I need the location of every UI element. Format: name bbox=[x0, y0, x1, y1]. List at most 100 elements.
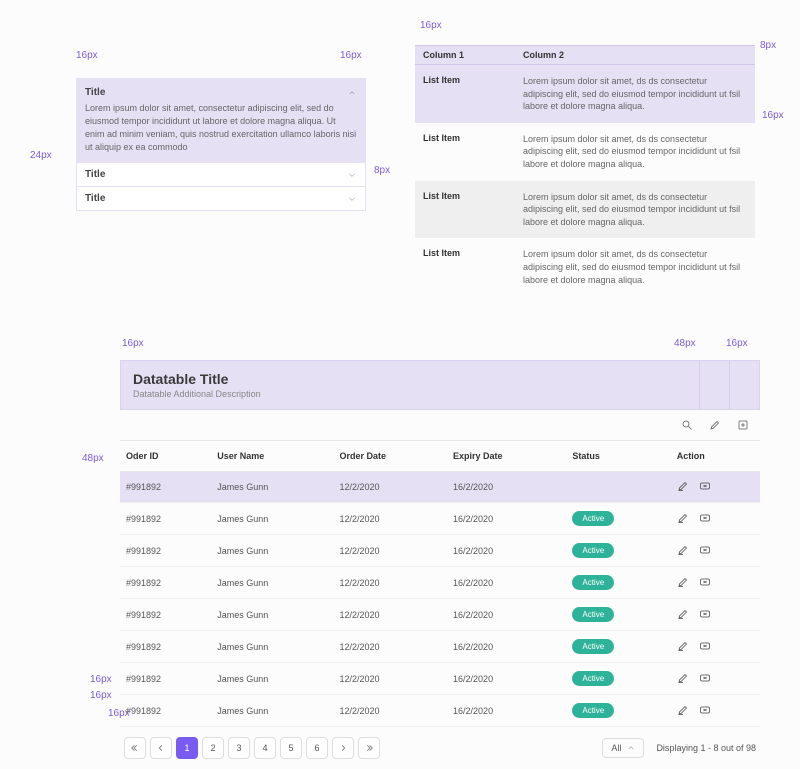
data-table: Oder IDUser NameOrder DateExpiry DateSta… bbox=[120, 441, 760, 727]
cell-col2: Lorem ipsum dolor sit amet, ds ds consec… bbox=[515, 133, 755, 171]
cell-user: James Gunn bbox=[211, 663, 333, 695]
delete-row-icon[interactable] bbox=[699, 544, 711, 558]
chevron-up-icon bbox=[347, 88, 357, 98]
table-row[interactable]: #991892James Gunn12/2/202016/2/2020Activ… bbox=[120, 535, 760, 567]
cell-status: Active bbox=[566, 503, 670, 535]
table-row: List ItemLorem ipsum dolor sit amet, ds … bbox=[415, 123, 755, 181]
cell-expiry-date: 16/2/2020 bbox=[447, 631, 566, 663]
cell-order-date: 12/2/2020 bbox=[334, 567, 448, 599]
page-size-select[interactable]: All bbox=[602, 738, 644, 758]
page-number-button[interactable]: 2 bbox=[202, 737, 224, 759]
accordion-item[interactable]: TitleLorem ipsum dolor sit amet, consect… bbox=[76, 78, 366, 163]
delete-row-icon[interactable] bbox=[699, 672, 711, 686]
table-row[interactable]: #991892James Gunn12/2/202016/2/2020Activ… bbox=[120, 663, 760, 695]
spacing-annot: 8px bbox=[760, 40, 776, 51]
edit-row-icon[interactable] bbox=[677, 640, 689, 654]
simple-table: Column 1 Column 2 List ItemLorem ipsum d… bbox=[415, 45, 755, 296]
datatable: Datatable Title Datatable Additional Des… bbox=[120, 360, 760, 769]
delete-row-icon[interactable] bbox=[699, 608, 711, 622]
first-page-button[interactable] bbox=[124, 737, 146, 759]
column-header: Status bbox=[566, 441, 670, 472]
cell-col2: Lorem ipsum dolor sit amet, ds ds consec… bbox=[515, 75, 755, 113]
table-row[interactable]: #991892James Gunn12/2/202016/2/2020Activ… bbox=[120, 567, 760, 599]
edit-row-icon[interactable] bbox=[677, 704, 689, 718]
cell-col1: List Item bbox=[415, 248, 515, 286]
edit-row-icon[interactable] bbox=[677, 672, 689, 686]
page-number-button[interactable]: 4 bbox=[254, 737, 276, 759]
cell-status: Active bbox=[566, 631, 670, 663]
table-row: List ItemLorem ipsum dolor sit amet, ds … bbox=[415, 65, 755, 123]
spacing-annot: 16px bbox=[726, 338, 748, 349]
column-header: Expiry Date bbox=[447, 441, 566, 472]
delete-row-icon[interactable] bbox=[699, 704, 711, 718]
spacing-annot: 48px bbox=[82, 453, 104, 464]
delete-row-icon[interactable] bbox=[699, 512, 711, 526]
edit-row-icon[interactable] bbox=[677, 512, 689, 526]
datatable-footer: 123456 All Displaying 1 - 8 out of 98 bbox=[120, 727, 760, 769]
column-header: Order Date bbox=[334, 441, 448, 472]
edit-row-icon[interactable] bbox=[677, 608, 689, 622]
table-row[interactable]: #991892James Gunn12/2/202016/2/2020Activ… bbox=[120, 631, 760, 663]
cell-col1: List Item bbox=[415, 191, 515, 229]
column-header: User Name bbox=[211, 441, 333, 472]
search-icon[interactable] bbox=[680, 418, 694, 432]
cell-expiry-date: 16/2/2020 bbox=[447, 695, 566, 727]
add-icon[interactable] bbox=[736, 418, 750, 432]
column-header: Oder ID bbox=[120, 441, 211, 472]
spacing-annot: 16px bbox=[420, 20, 442, 31]
datatable-description: Datatable Additional Description bbox=[133, 389, 747, 399]
page-number-button[interactable]: 6 bbox=[306, 737, 328, 759]
table-row: List ItemLorem ipsum dolor sit amet, ds … bbox=[415, 181, 755, 239]
last-page-button[interactable] bbox=[358, 737, 380, 759]
cell-user: James Gunn bbox=[211, 631, 333, 663]
edit-row-icon[interactable] bbox=[677, 480, 689, 494]
edit-row-icon[interactable] bbox=[677, 576, 689, 590]
display-count-text: Displaying 1 - 8 out of 98 bbox=[656, 743, 756, 753]
spacing-annot: 16px bbox=[762, 110, 784, 121]
cell-status: Active bbox=[566, 535, 670, 567]
delete-row-icon[interactable] bbox=[699, 576, 711, 590]
table-row[interactable]: #991892James Gunn12/2/202016/2/2020 bbox=[120, 472, 760, 503]
cell-status bbox=[566, 472, 670, 503]
status-badge: Active bbox=[572, 575, 614, 590]
page-number-button[interactable]: 3 bbox=[228, 737, 250, 759]
status-badge: Active bbox=[572, 607, 614, 622]
status-badge: Active bbox=[572, 511, 614, 526]
spacing-annot: 16px bbox=[90, 690, 112, 701]
pagination: 123456 bbox=[124, 737, 380, 759]
table-row[interactable]: #991892James Gunn12/2/202016/2/2020Activ… bbox=[120, 695, 760, 727]
status-badge: Active bbox=[572, 639, 614, 654]
table-row[interactable]: #991892James Gunn12/2/202016/2/2020Activ… bbox=[120, 503, 760, 535]
delete-row-icon[interactable] bbox=[699, 480, 711, 494]
cell-user: James Gunn bbox=[211, 472, 333, 503]
edit-row-icon[interactable] bbox=[677, 544, 689, 558]
accordion-body: Lorem ipsum dolor sit amet, consectetur … bbox=[85, 102, 357, 154]
cell-col2: Lorem ipsum dolor sit amet, ds ds consec… bbox=[515, 191, 755, 229]
cell-status: Active bbox=[566, 695, 670, 727]
page-number-button[interactable]: 1 bbox=[176, 737, 198, 759]
chevron-up-icon bbox=[627, 744, 635, 752]
accordion-item[interactable]: Title bbox=[76, 187, 366, 211]
page-number-button[interactable]: 5 bbox=[280, 737, 302, 759]
spacing-annot: 16px bbox=[90, 674, 112, 685]
table-row[interactable]: #991892James Gunn12/2/202016/2/2020Activ… bbox=[120, 599, 760, 631]
cell-order-id: #991892 bbox=[120, 472, 211, 503]
cell-order-id: #991892 bbox=[120, 631, 211, 663]
spacing-annot: 24px bbox=[30, 150, 52, 161]
cell-user: James Gunn bbox=[211, 695, 333, 727]
column-header: Action bbox=[671, 441, 760, 472]
prev-page-button[interactable] bbox=[150, 737, 172, 759]
cell-user: James Gunn bbox=[211, 567, 333, 599]
cell-status: Active bbox=[566, 663, 670, 695]
cell-order-id: #991892 bbox=[120, 567, 211, 599]
table-header-row: Column 1 Column 2 bbox=[415, 45, 755, 65]
cell-user: James Gunn bbox=[211, 599, 333, 631]
spacing-annot: 8px bbox=[374, 165, 390, 176]
cell-col1: List Item bbox=[415, 133, 515, 171]
accordion-item[interactable]: Title bbox=[76, 163, 366, 187]
edit-icon[interactable] bbox=[708, 418, 722, 432]
table-row: List ItemLorem ipsum dolor sit amet, ds … bbox=[415, 238, 755, 296]
spacing-annot: 48px bbox=[674, 338, 696, 349]
next-page-button[interactable] bbox=[332, 737, 354, 759]
delete-row-icon[interactable] bbox=[699, 640, 711, 654]
